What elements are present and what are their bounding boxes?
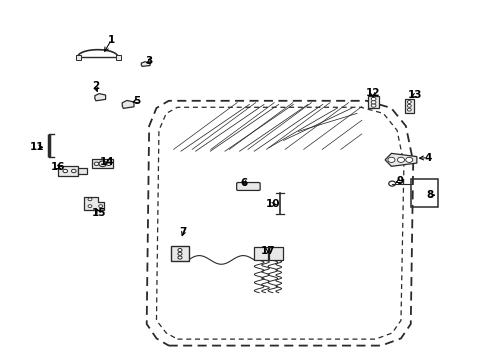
Bar: [268, 247, 282, 260]
Circle shape: [370, 100, 375, 104]
Text: 16: 16: [50, 162, 65, 172]
Bar: [254, 247, 267, 260]
Circle shape: [88, 205, 92, 208]
Bar: [76, 55, 81, 60]
Text: 8: 8: [426, 190, 433, 200]
Text: 7: 7: [179, 227, 187, 237]
Circle shape: [106, 162, 111, 166]
Bar: [404, 99, 413, 113]
Circle shape: [99, 205, 102, 208]
Circle shape: [88, 198, 92, 201]
Text: 5: 5: [133, 96, 140, 106]
Text: 15: 15: [91, 208, 106, 218]
Circle shape: [387, 157, 394, 162]
Circle shape: [178, 256, 182, 259]
Text: 13: 13: [407, 90, 421, 100]
Circle shape: [99, 161, 106, 167]
Bar: [92, 159, 113, 168]
Text: 1: 1: [108, 35, 115, 45]
Polygon shape: [122, 100, 134, 108]
Circle shape: [63, 169, 67, 173]
Circle shape: [178, 248, 182, 252]
Bar: [78, 168, 86, 174]
Circle shape: [370, 97, 375, 101]
Bar: [116, 55, 121, 60]
Bar: [171, 246, 188, 261]
Circle shape: [405, 157, 412, 162]
Polygon shape: [84, 197, 103, 210]
Bar: [410, 179, 437, 207]
Text: 6: 6: [241, 178, 247, 188]
Text: 3: 3: [145, 56, 152, 66]
Text: 11: 11: [29, 142, 44, 152]
Circle shape: [370, 104, 375, 107]
Polygon shape: [384, 153, 416, 166]
Polygon shape: [95, 94, 105, 101]
Text: 2: 2: [92, 81, 99, 91]
Circle shape: [94, 162, 99, 166]
Bar: [58, 166, 78, 176]
Circle shape: [407, 100, 410, 103]
Circle shape: [178, 252, 182, 255]
Bar: [367, 96, 378, 108]
Text: 17: 17: [260, 246, 275, 256]
Text: 4: 4: [423, 153, 431, 163]
Circle shape: [397, 157, 404, 162]
Circle shape: [407, 108, 410, 111]
Circle shape: [407, 104, 410, 107]
Text: 9: 9: [396, 176, 403, 186]
Text: 14: 14: [100, 157, 115, 167]
FancyBboxPatch shape: [236, 183, 260, 190]
Text: 10: 10: [265, 199, 280, 210]
Polygon shape: [141, 62, 150, 66]
Circle shape: [71, 169, 76, 173]
Text: 12: 12: [365, 88, 379, 98]
